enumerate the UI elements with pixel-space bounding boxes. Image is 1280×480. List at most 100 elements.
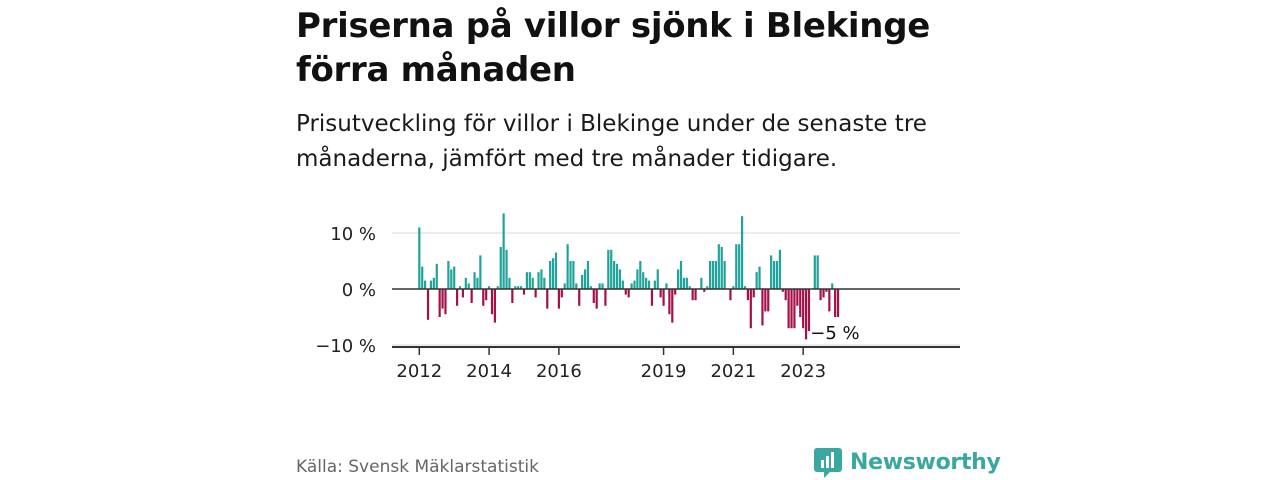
bar [615, 263, 619, 289]
bar [749, 289, 752, 329]
bar [578, 289, 581, 306]
bar [613, 261, 616, 289]
bar [781, 289, 784, 292]
bar [444, 289, 447, 315]
bar [679, 261, 683, 289]
bar [709, 261, 712, 289]
bar [595, 289, 598, 309]
bar [764, 289, 767, 312]
bar [461, 289, 465, 298]
bar [816, 255, 819, 289]
bar [522, 289, 526, 295]
bar [743, 286, 747, 289]
bar [569, 261, 572, 289]
bar [482, 289, 485, 306]
bar [770, 255, 773, 289]
bar [528, 272, 531, 289]
bar [418, 227, 421, 289]
bar [834, 289, 837, 317]
bar [479, 255, 482, 289]
bar [487, 286, 491, 289]
bar [825, 289, 828, 292]
bar [746, 289, 750, 301]
bar [429, 280, 433, 289]
bar [438, 289, 441, 317]
bar [775, 261, 779, 289]
bar [426, 289, 430, 320]
bar [688, 286, 691, 289]
bar [517, 286, 520, 289]
x-tick-label: 2016 [536, 361, 582, 382]
chart-subtitle: Prisutveckling för villor i Blekinge und… [296, 111, 927, 172]
x-tick-label: 2012 [396, 361, 442, 382]
bar [784, 289, 787, 301]
bar [665, 283, 668, 289]
bar [551, 258, 555, 289]
newsworthy-logo-icon [814, 448, 842, 478]
chart-card: Priserna på villor sjönk i Blekinge förr… [296, 0, 1001, 480]
bar [549, 261, 552, 289]
bar [650, 289, 654, 306]
bar [656, 269, 659, 289]
bar [694, 289, 697, 301]
bar [560, 289, 563, 298]
bar [804, 289, 808, 340]
bar [537, 272, 540, 289]
bar [802, 289, 805, 329]
last-value-label: −5 % [810, 323, 859, 344]
bar [813, 255, 816, 289]
bar [589, 286, 592, 289]
bar [557, 289, 560, 309]
bar [729, 289, 732, 301]
bar [703, 289, 706, 292]
bar [424, 280, 427, 289]
bar [453, 266, 456, 289]
bar [435, 263, 438, 289]
bar [458, 286, 462, 289]
bar [610, 249, 613, 289]
bar [778, 249, 781, 289]
bar [790, 289, 793, 329]
bar [496, 286, 499, 289]
bar [624, 289, 627, 295]
bar [493, 289, 497, 323]
bar [534, 289, 537, 298]
bar [586, 261, 590, 289]
bar [639, 261, 642, 289]
bar [738, 244, 741, 289]
bar [732, 286, 735, 289]
bar [668, 289, 671, 315]
y-tick-label: −10 % [315, 336, 376, 357]
bar [601, 283, 604, 289]
bar [583, 269, 587, 289]
bar [836, 289, 840, 317]
bar [822, 289, 825, 298]
bar [796, 289, 799, 306]
bar [799, 289, 802, 317]
bar [642, 272, 645, 289]
bar [467, 283, 470, 289]
bar [647, 280, 651, 289]
bar [502, 213, 505, 289]
bar [758, 266, 761, 289]
bar [761, 289, 764, 326]
y-tick-label: 0 % [342, 280, 376, 301]
bar [464, 277, 467, 289]
x-tick-label: 2021 [710, 361, 756, 382]
bar [499, 247, 502, 289]
bar [421, 266, 424, 289]
bar [540, 269, 543, 289]
bar [543, 277, 546, 289]
chart-title: Priserna på villor sjönk i Blekinge förr… [296, 6, 930, 90]
bar [711, 261, 715, 289]
bar [740, 216, 744, 289]
brand-name: Newsworthy [850, 449, 1001, 475]
bar [682, 277, 686, 289]
bar [723, 261, 726, 289]
bar [514, 286, 517, 289]
bar [714, 261, 718, 289]
bar [476, 277, 479, 289]
bar [662, 289, 665, 306]
bar [531, 277, 534, 289]
bar [470, 289, 473, 303]
